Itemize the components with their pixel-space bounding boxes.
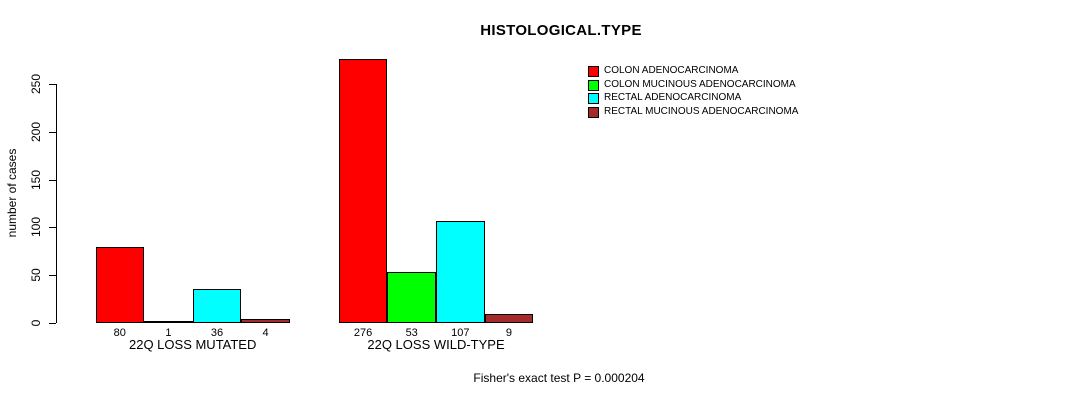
bar-value-label: 1 <box>165 327 172 339</box>
y-tick <box>49 131 56 133</box>
y-tick-label: 100 <box>29 217 43 238</box>
legend-swatch <box>588 107 599 119</box>
legend-swatch <box>588 66 599 77</box>
y-tick-label: 200 <box>29 121 43 142</box>
y-tick-label: 250 <box>29 73 43 95</box>
bar-value-label: 9 <box>505 327 512 339</box>
bar-value-label: 276 <box>353 327 373 339</box>
y-tick-label: 50 <box>29 268 43 282</box>
bar <box>144 321 193 323</box>
legend-label: COLON MUCINOUS ADENOCARCINOMA <box>604 78 796 90</box>
bar <box>192 288 242 323</box>
bar-value-label: 53 <box>405 327 418 339</box>
y-tick-label: 150 <box>29 169 43 190</box>
bar <box>484 314 534 323</box>
bar <box>436 220 485 323</box>
y-tick <box>49 275 56 277</box>
y-axis-label: number of cases <box>5 148 19 238</box>
stat-annotation: Fisher's exact test P = 0.000204 <box>473 371 645 385</box>
group-label: 22Q LOSS MUTATED <box>128 337 257 352</box>
legend-label: COLON ADENOCARCINOMA <box>604 65 739 76</box>
group-label: 22Q LOSS WILD-TYPE <box>367 337 505 352</box>
bar-value-label: 80 <box>113 327 126 339</box>
y-tick <box>49 179 56 181</box>
y-tick <box>49 323 56 324</box>
bar <box>95 246 145 323</box>
y-tick-label: 0 <box>29 319 43 327</box>
bar <box>387 272 436 323</box>
bar <box>241 319 290 323</box>
bar-value-label: 4 <box>262 327 269 339</box>
bar-value-label: 107 <box>451 327 470 339</box>
chart-title: HISTOLOGICAL.TYPE <box>480 22 642 39</box>
legend-swatch <box>588 79 599 91</box>
y-axis-line <box>56 84 57 323</box>
bar-value-label: 36 <box>210 327 224 339</box>
y-tick <box>49 84 56 85</box>
y-tick <box>49 227 56 229</box>
legend-label: RECTAL MUCINOUS ADENOCARCINOMA <box>604 106 799 118</box>
legend-swatch <box>588 93 599 105</box>
legend-label: RECTAL ADENOCARCINOMA <box>604 92 742 104</box>
bar <box>338 59 388 323</box>
